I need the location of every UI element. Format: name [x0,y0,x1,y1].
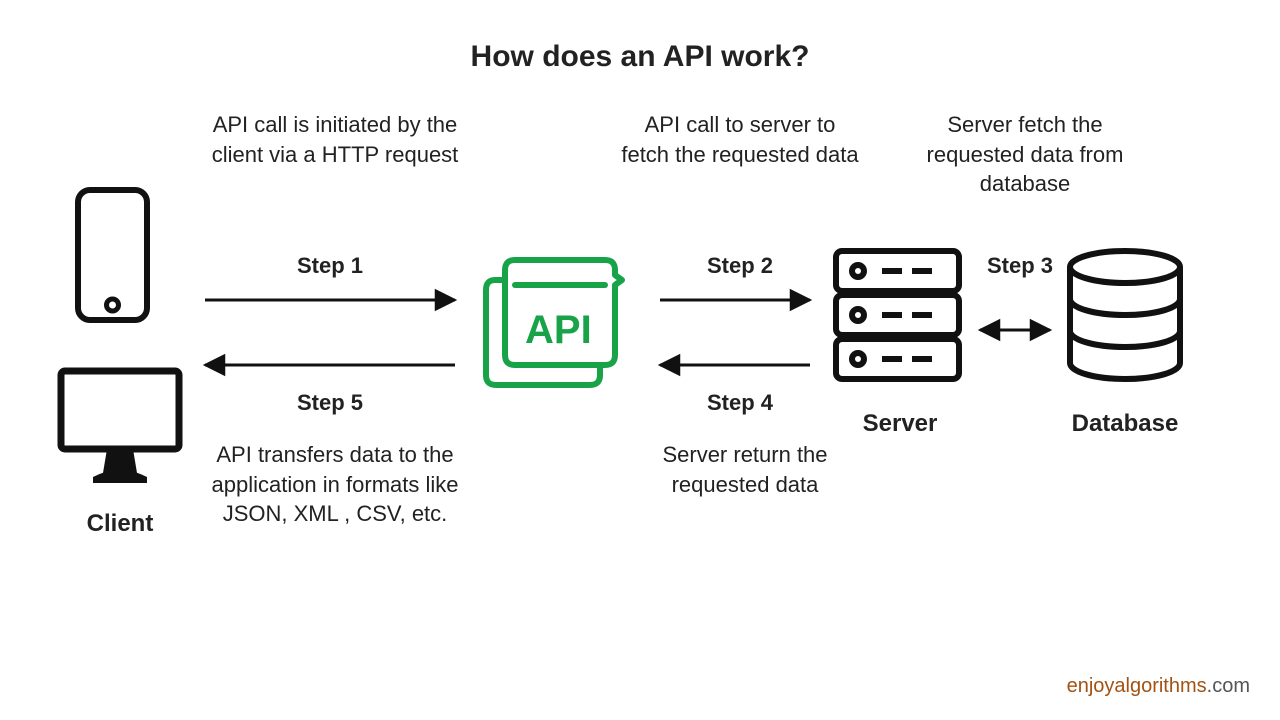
arrows-layer [0,0,1280,720]
footer-domain: .com [1207,675,1250,697]
footer-brand: enjoyalgorithms [1067,675,1207,697]
footer-attribution: enjoyalgorithms.com [1067,675,1250,698]
